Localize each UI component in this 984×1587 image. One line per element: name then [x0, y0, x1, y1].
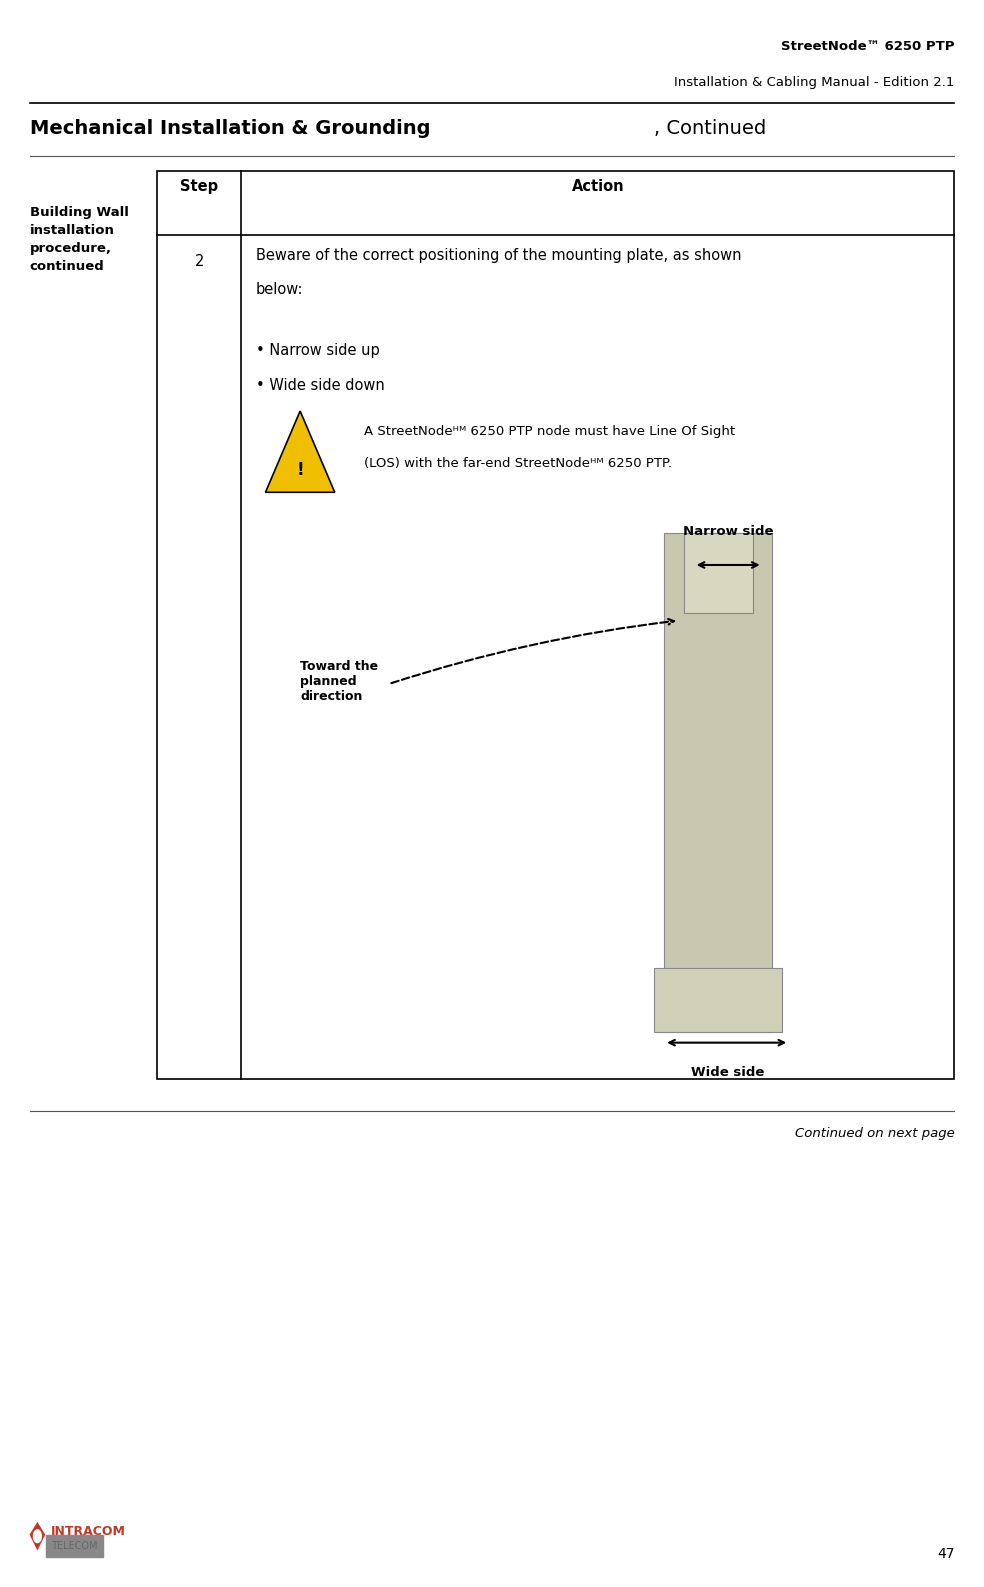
- Text: below:: below:: [256, 282, 303, 297]
- Text: 2: 2: [195, 254, 204, 268]
- Text: Step: Step: [180, 179, 218, 194]
- Text: StreetNode™ 6250 PTP: StreetNode™ 6250 PTP: [781, 40, 954, 52]
- Circle shape: [33, 1530, 41, 1543]
- Polygon shape: [30, 1522, 45, 1550]
- Text: Continued on next page: Continued on next page: [795, 1127, 954, 1139]
- FancyBboxPatch shape: [684, 533, 753, 613]
- Text: INTRACOM: INTRACOM: [51, 1525, 126, 1538]
- Text: Wide side: Wide side: [692, 1066, 765, 1079]
- Text: A StreetNodeᴴᴹ 6250 PTP node must have Line Of Sight: A StreetNodeᴴᴹ 6250 PTP node must have L…: [364, 425, 735, 438]
- Text: Toward the
planned
direction: Toward the planned direction: [300, 660, 378, 703]
- Text: Installation & Cabling Manual - Edition 2.1: Installation & Cabling Manual - Edition …: [674, 76, 954, 89]
- Text: Mechanical Installation & Grounding: Mechanical Installation & Grounding: [30, 119, 430, 138]
- Text: 47: 47: [937, 1547, 954, 1562]
- Text: • Narrow side up: • Narrow side up: [256, 343, 380, 357]
- Text: Building Wall
installation
procedure,
continued: Building Wall installation procedure, co…: [30, 206, 128, 273]
- Text: TELECOM: TELECOM: [51, 1541, 97, 1550]
- Text: !: !: [296, 460, 304, 479]
- FancyBboxPatch shape: [654, 968, 782, 1032]
- Text: • Wide side down: • Wide side down: [256, 378, 385, 392]
- Text: (LOS) with the far-end StreetNodeᴴᴹ 6250 PTP.: (LOS) with the far-end StreetNodeᴴᴹ 6250…: [364, 457, 672, 470]
- FancyBboxPatch shape: [664, 533, 772, 1032]
- FancyBboxPatch shape: [157, 171, 954, 1079]
- Text: , Continued: , Continued: [654, 119, 767, 138]
- Polygon shape: [266, 411, 335, 492]
- Text: Narrow side: Narrow side: [683, 525, 773, 538]
- Text: Beware of the correct positioning of the mounting plate, as shown: Beware of the correct positioning of the…: [256, 248, 741, 262]
- Text: Action: Action: [572, 179, 624, 194]
